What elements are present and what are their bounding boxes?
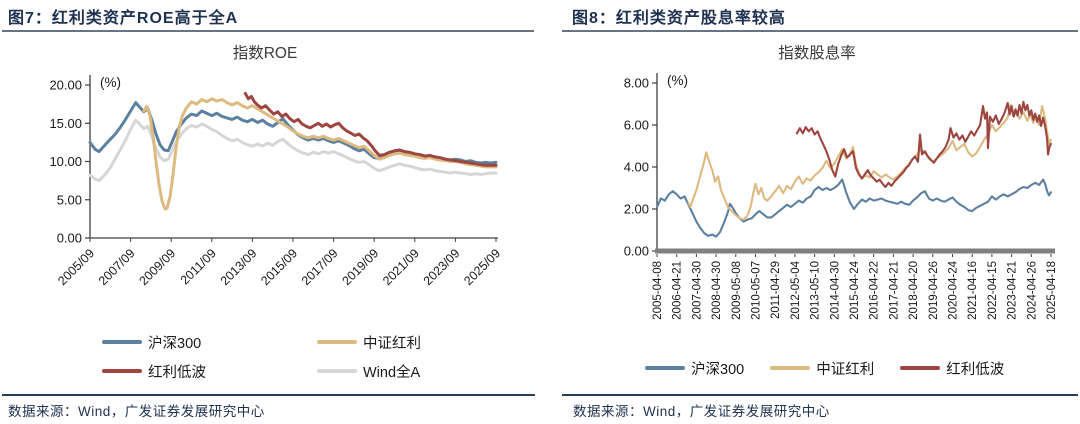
series-line-红利低波: [243, 91, 498, 167]
x-axis-baseline: [655, 248, 1055, 254]
y-tick-label: 4.00: [624, 160, 649, 175]
y-tick-label: 0.00: [57, 231, 82, 246]
legend-label-zzhl: 中证红利: [363, 335, 421, 352]
hldb-line-swatch: [102, 369, 142, 373]
y-tick-label: 20.00: [49, 78, 82, 93]
x-tick-label: 2010-05-07: [751, 261, 763, 320]
figure8-footer-rule: [562, 394, 1078, 396]
legend-label-hs300: 沪深300: [148, 335, 202, 352]
x-tick-label: 2015-04-24: [849, 260, 861, 319]
x-tick-label: 2025/09: [461, 246, 503, 288]
legend-label-zzhl: 中证红利: [816, 361, 875, 378]
x-tick-label: 2018-04-20: [908, 261, 920, 320]
x-tick-label: 2013/09: [218, 246, 260, 288]
figure7-title-rule: [2, 30, 534, 32]
series-line-中证红利: [142, 97, 498, 211]
figure8-title-rule: [562, 30, 1078, 32]
x-tick-label: 2023/09: [421, 246, 463, 288]
y-tick-label: 10.00: [49, 154, 82, 169]
legend-item-zzhl: 中证红利: [317, 332, 421, 352]
x-tick-label: 2011/09: [178, 246, 219, 287]
x-tick-label: 2019/09: [339, 246, 381, 288]
series-line-沪深300: [655, 178, 1053, 238]
dividend-yield-chart-title: 指数股息率: [778, 45, 856, 62]
dividend-yield-legend: 沪深300 中证红利 红利低波: [645, 358, 1030, 378]
y-tick-label: 8.00: [624, 76, 649, 91]
roe-chart-canvas: 20.00 15.00 10.00 5.00 0.002005/092007/09200…: [49, 75, 503, 288]
hs300-line-swatch: [645, 366, 685, 370]
roe-chart-title: 指数ROE: [232, 45, 298, 62]
x-tick-label: 2014-04-30: [829, 261, 841, 320]
x-tick-label: 2019-04-26: [928, 261, 940, 320]
legend-label-hs300: 沪深300: [691, 361, 745, 378]
y-tick-label: 5.00: [57, 192, 82, 207]
winda-line-swatch: [317, 369, 357, 373]
legend-item-winda: Wind全A: [317, 361, 420, 381]
y-tick-label: 2.00: [624, 202, 649, 217]
series-line-中证红利: [687, 103, 1053, 221]
y-tick-label: 0.00: [624, 244, 649, 259]
x-tick-label: 2025-04-18: [1046, 261, 1058, 320]
x-tick-label: 2012-05-04: [790, 260, 802, 319]
x-tick-label: 2023-04-21: [1007, 261, 1019, 320]
zzhl-line-swatch: [317, 340, 357, 344]
x-tick-label: 2007/09: [96, 246, 138, 288]
x-tick-label: 2005-04-08: [652, 261, 664, 320]
figure7-footer-rule: [2, 394, 535, 396]
figure8-panel: 图8：红利类资产股息率较高 指数股息率 8.00 6.00 4.00 2.00 0.00…: [540, 0, 1080, 424]
figure7-panel: 图7：红利类资产ROE高于全A 指数ROE 20.00 15.00 10.00 5.0…: [2, 10, 535, 419]
legend-item-hs300: 沪深300: [102, 332, 201, 352]
x-tick-label: 2006-04-21: [672, 261, 684, 320]
x-tick-label: 2011-04-29: [770, 261, 782, 319]
y-tick-label: 15.00: [49, 116, 82, 131]
x-tick-label: 2024-04-26: [1026, 261, 1038, 320]
x-tick-label: 2015/09: [258, 246, 300, 288]
zzhl-line-swatch: [770, 366, 811, 370]
x-tick-label: 2007-04-30: [691, 261, 703, 320]
figure7-title: 图7：红利类资产ROE高于全A: [8, 10, 239, 27]
x-tick-label: 2013-05-10: [810, 261, 822, 320]
axis-unit-label: (%): [667, 73, 688, 88]
x-tick-label: 2022-04-15: [987, 261, 999, 320]
legend-label-winda: Wind全A: [363, 364, 421, 381]
x-tick-label: 2009-05-08: [731, 261, 743, 320]
legend-item-zzhl: 中证红利: [770, 358, 874, 378]
x-tick-label: 2009/09: [136, 246, 178, 288]
legend-label-hldb: 红利低波: [946, 361, 1005, 378]
hs300-line-swatch: [102, 340, 142, 344]
figure8-title: 图8：红利类资产股息率较高: [572, 10, 786, 27]
x-tick-label: 2008-04-30: [711, 261, 723, 320]
axis-unit-label: (%): [100, 75, 121, 90]
figure7-source-note: 数据来源：Wind，广发证券发展研究中心: [8, 404, 265, 419]
series-line-红利低波: [795, 100, 1053, 189]
legend-item-hldb: 红利低波: [900, 358, 1004, 378]
x-tick-label: 2005/09: [55, 246, 97, 288]
x-tick-label: 2017-04-21: [888, 261, 900, 320]
legend-item-hs300: 沪深300: [645, 358, 744, 378]
x-tick-label: 2021/09: [380, 246, 422, 288]
x-tick-label: 2020-04-24: [948, 260, 960, 319]
hldb-line-swatch: [900, 366, 941, 370]
legend-item-hldb: 红利低波: [102, 361, 206, 381]
x-tick-label: 2017/09: [299, 246, 341, 288]
y-tick-label: 6.00: [624, 118, 649, 133]
legend-label-hldb: 红利低波: [148, 364, 206, 381]
x-tick-label: 2016-04-22: [869, 261, 881, 320]
figure8-source-note: 数据来源：Wind，广发证券发展研究中心: [573, 404, 830, 419]
x-tick-label: 2021-04-16: [967, 261, 979, 320]
